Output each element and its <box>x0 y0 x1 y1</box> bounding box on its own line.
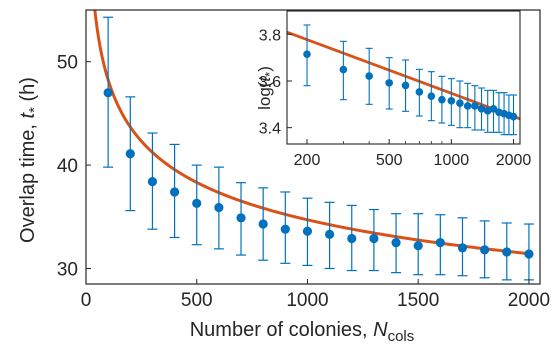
main-data-point <box>214 202 224 213</box>
x-tick-label: 0 <box>81 290 92 311</box>
main-data-point <box>302 226 313 236</box>
inset-data-point <box>483 107 492 115</box>
main-data-point <box>347 233 357 244</box>
main-data-point <box>147 177 158 187</box>
main-data-point <box>524 249 534 259</box>
main-data-point <box>125 149 135 159</box>
main-point-layer <box>103 88 534 259</box>
x-tick-label: 1500 <box>397 290 439 311</box>
inset-data-point <box>339 65 348 74</box>
inset-data-point <box>438 95 446 104</box>
x-tick-label: 500 <box>181 290 213 311</box>
main-data-point <box>325 229 335 239</box>
inset-data-point <box>509 112 518 121</box>
main-data-point <box>236 213 246 223</box>
inset-x-tick-label: 1000 <box>434 152 470 169</box>
main-data-point <box>457 243 468 253</box>
inset-data-point <box>303 50 311 58</box>
main-data-point <box>502 247 512 257</box>
main-axes-box <box>85 9 541 285</box>
inset-data-point <box>427 92 436 100</box>
inset-x-tick-label: 500 <box>376 152 403 169</box>
inset-tick-layer: 200 500 1000 2000 3.4 3.6 3.8 <box>259 27 532 169</box>
inset-data-point <box>477 104 486 113</box>
inset-data-point <box>401 81 410 90</box>
main-data-point <box>192 198 202 208</box>
main-tick-layer: 0 500 1000 1500 2000 30 40 50 <box>57 53 550 311</box>
main-fit-curve <box>93 9 534 256</box>
main-data-point <box>413 241 423 251</box>
main-data-point <box>258 219 268 229</box>
inset-data-point <box>463 102 472 110</box>
x-tick-label: 2000 <box>508 290 550 311</box>
main-fit-curve-layer <box>93 9 534 256</box>
y-tick-label: 40 <box>57 156 78 177</box>
y-tick-label: 30 <box>57 259 78 280</box>
x-tick-label: 1000 <box>286 290 328 311</box>
inset-point-layer <box>303 50 518 121</box>
inset-data-point <box>365 72 373 80</box>
main-data-point <box>103 88 113 98</box>
main-plot: 0 500 1000 1500 2000 30 40 50 Number of colonie… <box>17 9 550 345</box>
inset-axes-box <box>286 10 521 145</box>
main-data-point <box>369 233 379 244</box>
inset-background <box>287 11 520 144</box>
main-data-point <box>169 187 180 197</box>
inset-data-point <box>456 99 464 107</box>
main-data-point <box>480 245 490 255</box>
inset-data-point <box>447 97 456 105</box>
inset-data-point <box>385 79 393 87</box>
y-tick-label: 50 <box>57 53 78 74</box>
inset-data-point <box>471 102 479 110</box>
inset-y-tick-label: 3.8 <box>259 27 281 44</box>
x-axis-label: Number of colonies, Ncols <box>190 319 415 345</box>
main-data-point <box>280 224 290 234</box>
inset-data-point <box>415 88 424 96</box>
inset-data-point <box>489 104 498 113</box>
main-data-point <box>435 238 445 248</box>
main-data-point <box>391 238 401 248</box>
inset-y-tick-label: 3.6 <box>259 74 281 91</box>
y-axis-label: Overlap time, t* (h) <box>17 77 43 243</box>
inset-y-axis-label: log(t*) <box>255 66 277 110</box>
inset-x-tick-label: 200 <box>294 152 321 169</box>
inset-y-tick-label: 3.4 <box>259 121 281 138</box>
inset-plot: 200 500 1000 2000 3.4 3.6 3.8 log(t*) <box>255 10 532 169</box>
inset-x-tick-label: 2000 <box>496 152 532 169</box>
